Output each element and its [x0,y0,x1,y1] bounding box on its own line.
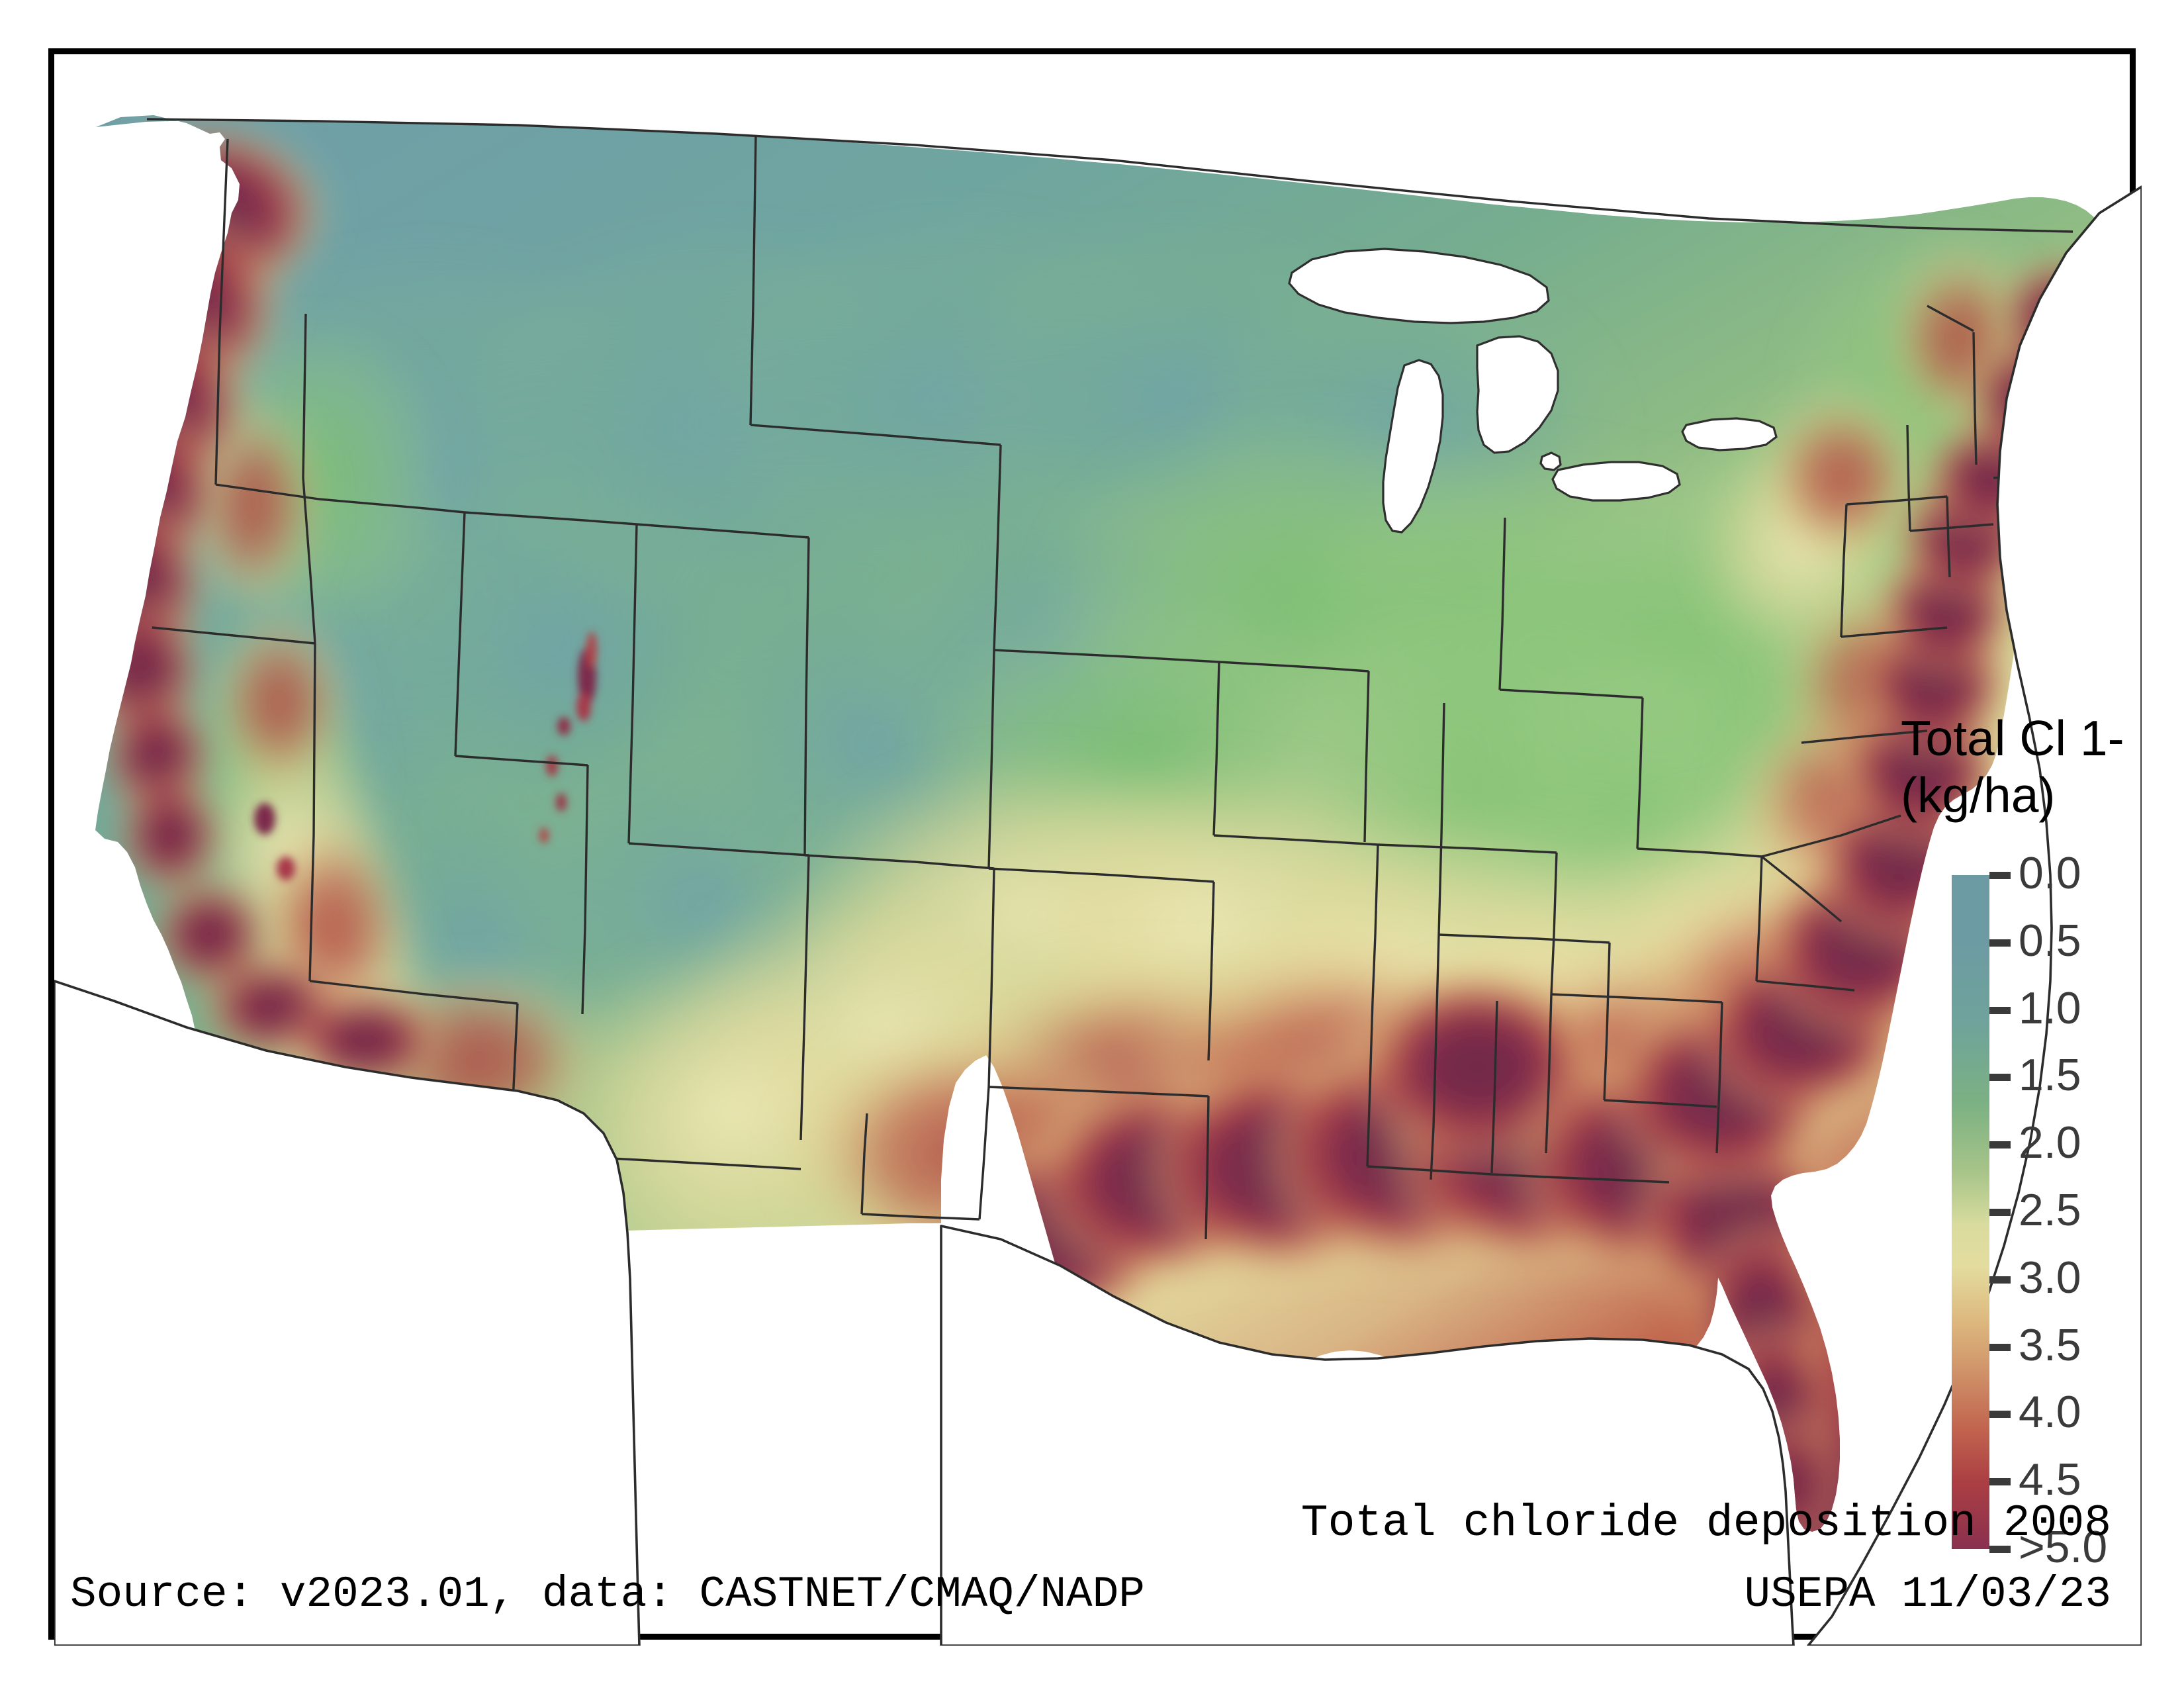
tick-mark [1989,872,2011,879]
tick-label: 3.5 [2019,1320,2081,1370]
tick-label: 4.5 [2019,1454,2081,1505]
tick-label: 1.0 [2019,983,2081,1033]
map-title-caption: Total chloride deposition 2008 [1300,1498,2111,1549]
tick-mark [1989,1074,2011,1081]
tick-label: 2.0 [2019,1117,2081,1168]
colorbar [1952,875,1989,1549]
colorbar-legend: Total Cl 1- (kg/ha) 0.0 0.5 1.0 1.5 2.0 2… [1901,710,2184,1590]
tick-mark [1989,1209,2011,1216]
great-lakes [1288,248,1778,534]
tick-label: 3.0 [2019,1252,2081,1303]
state-borders [146,118,2073,1240]
agency-caption: USEPA 11/03/23 [1744,1570,2112,1619]
ocean-mask [54,185,2142,1646]
tick-label: 0.0 [2019,848,2081,898]
mountain-hotspots [254,632,597,880]
tick-mark [1989,1276,2011,1284]
tick-mark [1989,1546,2011,1553]
legend-title-line2: (kg/ha) [1901,767,2056,823]
tick-label: 2.5 [2019,1185,2081,1235]
tick-mark [1989,1141,2011,1149]
figure-frame: Total Cl 1- (kg/ha) 0.0 0.5 1.0 1.5 2.0 2… [48,48,2142,1646]
legend-title: Total Cl 1- (kg/ha) [1901,710,2184,823]
tick-mark [1989,1411,2011,1418]
tick-mark [1989,1478,2011,1485]
legend-title-line1: Total Cl 1- [1901,710,2124,766]
tick-label: >5.0 [2019,1522,2108,1572]
deposition-map [54,115,2142,1646]
tick-label: 4.0 [2019,1387,2081,1437]
tick-mark [1989,939,2011,947]
colorbar-ticks: 0.0 0.5 1.0 1.5 2.0 2.5 3.0 3.5 4.0 4.5 … [1989,851,2184,1570]
source-caption: Source: v2023.01, data: CASTNET/CMAQ/NAD… [70,1570,1145,1619]
tick-label: 1.5 [2019,1050,2081,1100]
tick-label: 0.5 [2019,915,2081,966]
tick-mark [1989,1007,2011,1014]
tick-mark [1989,1344,2011,1351]
map-canvas [54,54,2142,1646]
